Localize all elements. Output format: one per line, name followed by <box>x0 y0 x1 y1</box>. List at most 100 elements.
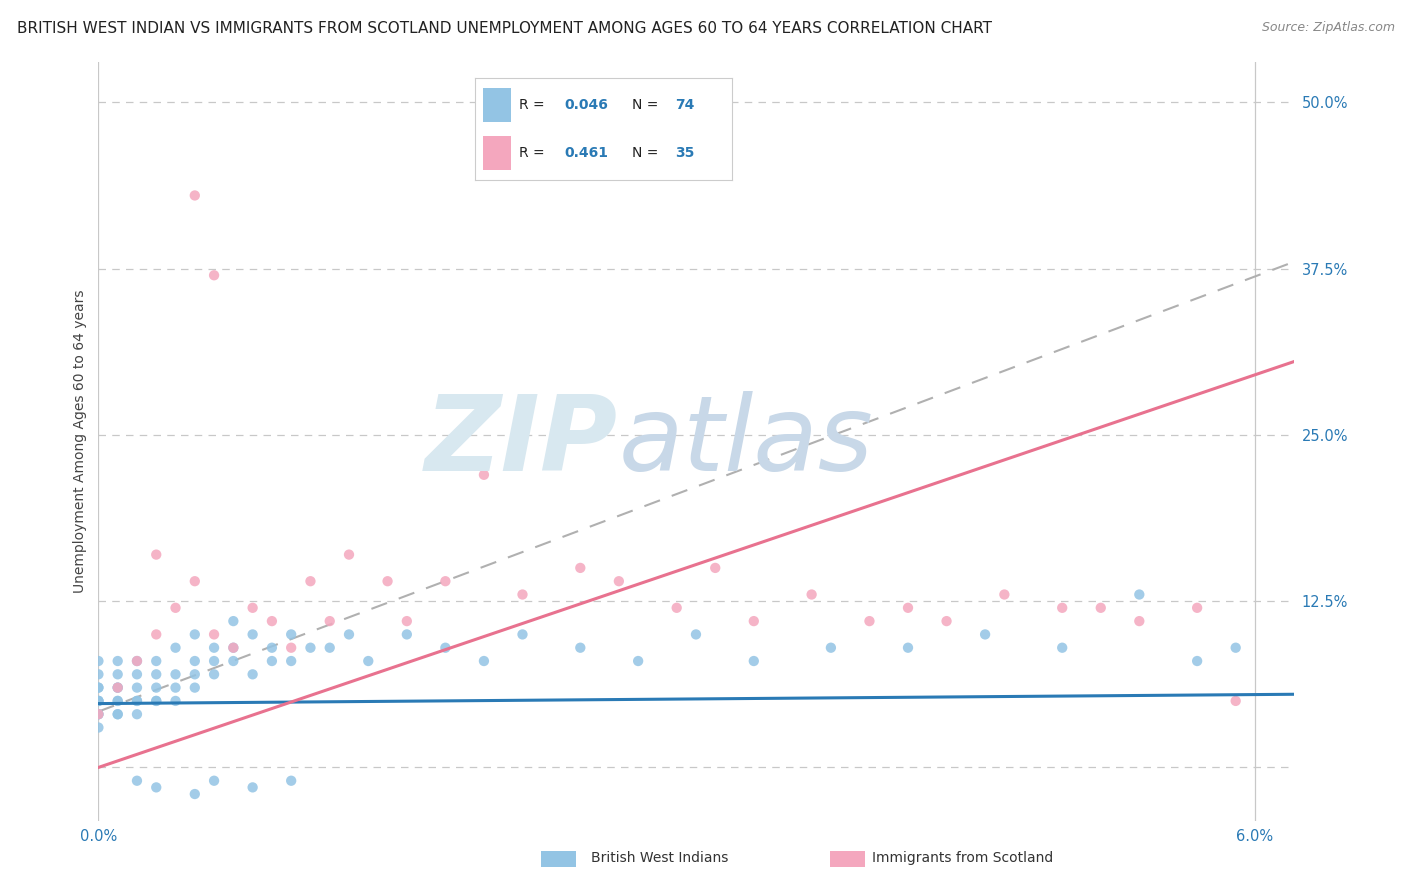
Point <box>87 707 110 722</box>
Point <box>569 561 592 575</box>
Point <box>607 574 630 589</box>
Point <box>1225 640 1247 655</box>
Text: Immigrants from Scotland: Immigrants from Scotland <box>872 851 1053 865</box>
Point <box>858 614 880 628</box>
Point <box>202 654 225 668</box>
Point <box>357 654 380 668</box>
Point <box>107 707 129 722</box>
Point <box>145 627 167 641</box>
Point <box>87 707 110 722</box>
Point <box>107 681 129 695</box>
Point <box>280 773 302 788</box>
Point <box>665 600 688 615</box>
Point <box>202 667 225 681</box>
Point <box>319 640 342 655</box>
Point <box>512 587 534 601</box>
Point <box>299 574 322 589</box>
Point <box>1128 587 1150 601</box>
Point <box>202 627 225 641</box>
Point <box>165 600 187 615</box>
Point <box>337 548 360 562</box>
Point <box>145 780 167 795</box>
Point <box>87 681 110 695</box>
Point <box>337 627 360 641</box>
Point <box>107 694 129 708</box>
Point <box>627 654 650 668</box>
Point <box>87 667 110 681</box>
Point <box>125 707 148 722</box>
Point <box>145 694 167 708</box>
Point <box>125 681 148 695</box>
Point <box>512 627 534 641</box>
Point <box>222 654 245 668</box>
Point <box>1128 614 1150 628</box>
Point <box>395 627 418 641</box>
Point <box>107 707 129 722</box>
Point <box>395 614 418 628</box>
Point <box>145 681 167 695</box>
Point <box>202 268 225 283</box>
Point <box>125 694 148 708</box>
Point <box>319 614 342 628</box>
Point <box>202 773 225 788</box>
Point <box>145 654 167 668</box>
Point <box>472 654 495 668</box>
Point <box>87 707 110 722</box>
Point <box>280 640 302 655</box>
Point <box>145 667 167 681</box>
Text: British West Indians: British West Indians <box>591 851 728 865</box>
Point <box>242 667 264 681</box>
FancyBboxPatch shape <box>830 851 865 867</box>
Point <box>377 574 399 589</box>
Point <box>145 694 167 708</box>
Point <box>897 600 920 615</box>
Point <box>87 694 110 708</box>
Point <box>242 627 264 641</box>
Text: atlas: atlas <box>619 391 873 492</box>
Point <box>184 627 207 641</box>
Point <box>87 694 110 708</box>
Point <box>434 574 457 589</box>
Point <box>742 614 765 628</box>
Text: BRITISH WEST INDIAN VS IMMIGRANTS FROM SCOTLAND UNEMPLOYMENT AMONG AGES 60 TO 64: BRITISH WEST INDIAN VS IMMIGRANTS FROM S… <box>17 21 991 36</box>
Point <box>125 654 148 668</box>
Point <box>242 600 264 615</box>
Point <box>280 654 302 668</box>
Point <box>125 694 148 708</box>
Point <box>242 780 264 795</box>
Point <box>222 640 245 655</box>
Point <box>107 654 129 668</box>
Point <box>125 667 148 681</box>
Point <box>184 188 207 202</box>
Point <box>1225 694 1247 708</box>
Point <box>87 694 110 708</box>
Point <box>165 694 187 708</box>
Point <box>742 654 765 668</box>
Point <box>260 654 283 668</box>
Point <box>1185 654 1208 668</box>
Point <box>1185 600 1208 615</box>
Point <box>897 640 920 655</box>
Point <box>685 627 707 641</box>
Point <box>222 640 245 655</box>
Point <box>202 640 225 655</box>
Point <box>1050 640 1073 655</box>
Point <box>993 587 1015 601</box>
Point <box>107 681 129 695</box>
FancyBboxPatch shape <box>541 851 576 867</box>
Point <box>260 614 283 628</box>
Point <box>165 681 187 695</box>
Point <box>280 627 302 641</box>
Point <box>125 654 148 668</box>
Point <box>299 640 322 655</box>
Text: Source: ZipAtlas.com: Source: ZipAtlas.com <box>1261 21 1395 34</box>
Point <box>165 667 187 681</box>
Point <box>472 467 495 482</box>
Point <box>1050 600 1073 615</box>
Y-axis label: Unemployment Among Ages 60 to 64 years: Unemployment Among Ages 60 to 64 years <box>73 290 87 593</box>
Point <box>569 640 592 655</box>
Point <box>87 681 110 695</box>
Point <box>222 614 245 628</box>
Point <box>145 548 167 562</box>
Point <box>165 640 187 655</box>
